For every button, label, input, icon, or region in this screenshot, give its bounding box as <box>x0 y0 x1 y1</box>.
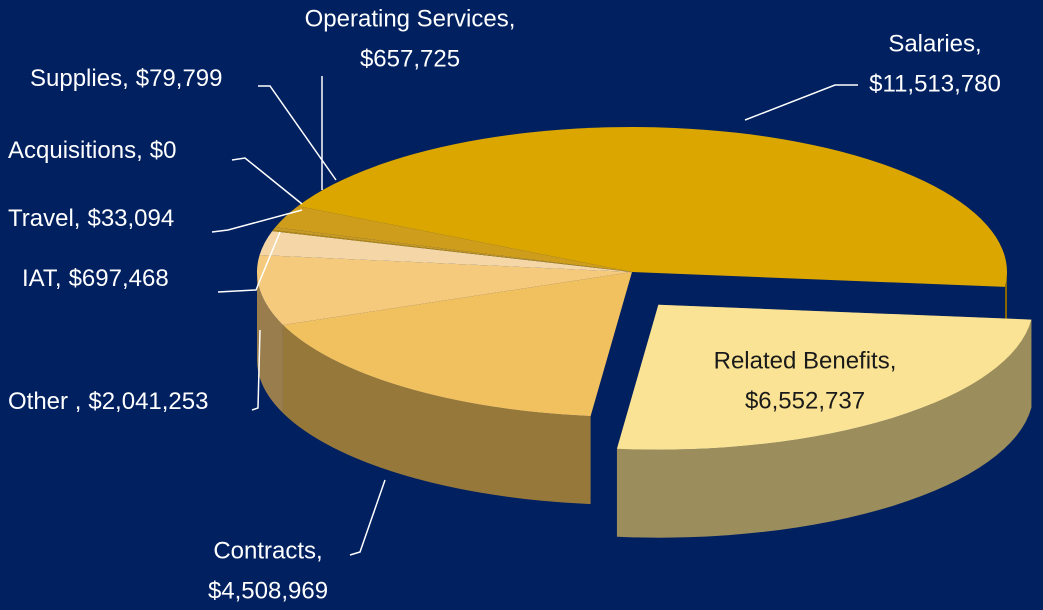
pie-slice <box>259 231 632 272</box>
leader-line <box>211 209 303 233</box>
data-label: Other , $2,041,253 <box>8 388 208 415</box>
value-label: $2,041,253 <box>88 388 208 415</box>
category-label: IAT, <box>22 265 62 292</box>
value-label: $11,513,780 <box>869 70 1001 97</box>
category-label: Operating Services, <box>305 5 516 32</box>
pie-side <box>616 319 1032 538</box>
category-label: Salaries, <box>888 30 981 57</box>
category-label: Related Benefits, <box>714 347 897 374</box>
pie-slice <box>272 230 632 272</box>
pie-slice <box>275 206 632 272</box>
pie-tops <box>257 127 1032 450</box>
leader-line <box>251 329 261 411</box>
value-label: $4,508,969 <box>208 577 328 604</box>
value-label: $33,094 <box>87 205 174 232</box>
category-label: Contracts, <box>213 537 322 564</box>
leader-line <box>217 231 281 293</box>
category-label: Acquisitions, <box>8 137 143 164</box>
pie-slice <box>297 127 1007 287</box>
value-label: $6,552,737 <box>745 387 865 414</box>
category-label: Supplies, <box>30 65 129 92</box>
leader-line <box>231 157 303 205</box>
data-label: Acquisitions, $0 <box>8 137 176 164</box>
pie-slice <box>616 304 1032 450</box>
category-label: Travel, <box>8 205 80 232</box>
pie-slice <box>257 254 632 325</box>
leader-line <box>349 479 386 556</box>
leader-lines <box>211 76 858 556</box>
leader-line <box>744 84 858 121</box>
value-label: $0 <box>150 137 177 164</box>
value-label: $657,725 <box>360 45 460 72</box>
pie-slice <box>282 272 632 417</box>
pie-side <box>282 324 591 505</box>
data-label: Supplies, $79,799 <box>30 65 223 92</box>
value-label: $697,468 <box>69 265 169 292</box>
data-label: IAT, $697,468 <box>22 265 169 292</box>
pie-slice <box>273 227 632 272</box>
value-label: $79,799 <box>136 65 223 92</box>
data-labels: Salaries, $11,513,780 Related Benefits, $6,… <box>8 5 1001 604</box>
leader-line <box>258 85 337 181</box>
data-label: Travel, $33,094 <box>8 205 174 232</box>
category-label: Other , <box>8 388 81 415</box>
pie-side <box>257 272 283 413</box>
